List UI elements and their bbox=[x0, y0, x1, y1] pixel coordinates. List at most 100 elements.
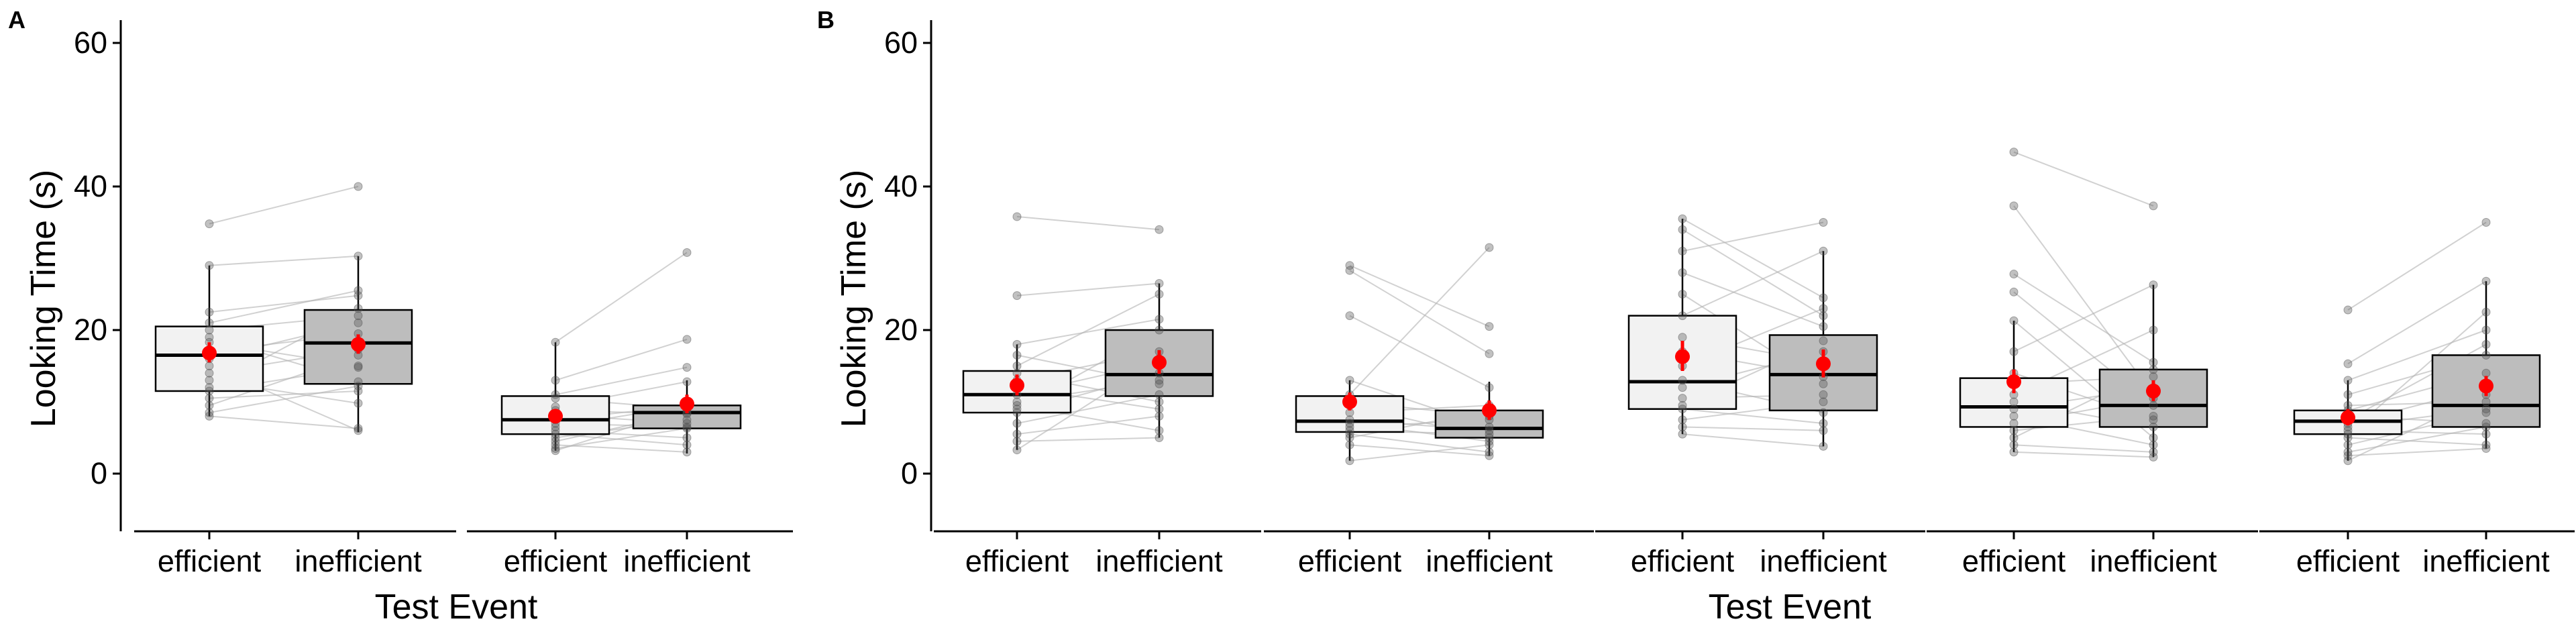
subject-line bbox=[2347, 329, 2487, 381]
data-point bbox=[1155, 290, 1164, 299]
data-point bbox=[1012, 212, 1022, 221]
plot-groups: efficient inefficient efficient inefficient… bbox=[134, 148, 2575, 578]
data-point bbox=[1155, 278, 1164, 288]
data-point bbox=[2343, 376, 2353, 385]
subject-line bbox=[1349, 444, 1490, 462]
data-point bbox=[1485, 422, 1494, 431]
mean-point bbox=[2146, 383, 2161, 398]
data-point bbox=[682, 415, 692, 425]
data-point bbox=[2149, 433, 2158, 442]
subject-line bbox=[2013, 444, 2154, 453]
subject-line bbox=[555, 338, 688, 381]
data-point bbox=[1819, 293, 1828, 303]
y-tick-label: 0 bbox=[91, 456, 107, 490]
mean-point bbox=[1816, 356, 1831, 372]
data-point bbox=[682, 440, 692, 449]
data-point bbox=[354, 381, 363, 390]
data-point bbox=[1678, 333, 1687, 342]
subject-line bbox=[1682, 218, 1824, 299]
data-point bbox=[2149, 422, 2158, 431]
data-point bbox=[1678, 383, 1687, 392]
data-point bbox=[1155, 376, 1164, 385]
data-point bbox=[2481, 405, 2491, 414]
data-point bbox=[1819, 336, 1828, 345]
data-point bbox=[1678, 405, 1687, 414]
x-tick-label: efficient bbox=[2296, 544, 2400, 578]
data-point bbox=[205, 219, 214, 229]
subject-line bbox=[2013, 151, 2154, 207]
x-tick-label: efficient bbox=[158, 544, 262, 578]
data-point bbox=[2481, 325, 2491, 335]
data-point bbox=[1155, 379, 1164, 388]
data-point bbox=[354, 291, 363, 301]
panel-a-y-axis: 0 20 40 60 bbox=[74, 20, 122, 531]
data-point bbox=[551, 376, 560, 385]
subject-line bbox=[1682, 433, 1824, 447]
data-point bbox=[354, 362, 363, 370]
subject-line bbox=[209, 294, 359, 313]
data-point bbox=[2009, 447, 2019, 457]
data-point bbox=[1819, 390, 1828, 399]
data-point bbox=[1012, 291, 1022, 301]
data-point bbox=[682, 363, 692, 372]
data-point bbox=[2149, 415, 2158, 425]
data-point bbox=[2009, 411, 2019, 421]
data-point bbox=[205, 261, 214, 270]
data-point bbox=[2343, 305, 2353, 315]
data-point bbox=[2343, 440, 2353, 449]
data-point bbox=[1345, 433, 1354, 442]
data-point bbox=[1155, 426, 1164, 435]
group-6: efficient inefficient bbox=[1927, 148, 2258, 578]
data-point bbox=[1012, 405, 1022, 414]
data-point bbox=[1819, 304, 1828, 313]
x-tick-label: inefficient bbox=[2422, 544, 2550, 578]
subject-line bbox=[2013, 205, 2154, 395]
data-point bbox=[1485, 437, 1494, 446]
data-point bbox=[2149, 280, 2158, 290]
data-point bbox=[551, 446, 560, 455]
data-point bbox=[2481, 440, 2491, 449]
x-tick-label: inefficient bbox=[1760, 544, 1887, 578]
y-tick-label: 60 bbox=[884, 25, 918, 60]
data-point bbox=[2149, 411, 2158, 421]
data-point bbox=[1819, 419, 1828, 428]
data-point bbox=[2481, 422, 2491, 431]
mean-point bbox=[2006, 374, 2021, 390]
subject-line bbox=[1682, 221, 1824, 252]
data-point bbox=[1155, 405, 1164, 414]
panel-b-y-axis: 0 20 40 60 bbox=[884, 20, 932, 531]
subject-line bbox=[1349, 247, 1490, 395]
data-point bbox=[1155, 433, 1164, 442]
data-point bbox=[1012, 400, 1022, 410]
panel-a-tag: A bbox=[8, 6, 25, 34]
data-point bbox=[2343, 390, 2353, 399]
data-point bbox=[1155, 225, 1164, 234]
mean-point bbox=[202, 345, 217, 361]
data-point bbox=[354, 386, 363, 396]
data-point bbox=[1485, 451, 1494, 460]
data-point bbox=[2009, 148, 2019, 157]
data-point bbox=[2481, 419, 2491, 428]
data-point bbox=[682, 248, 692, 257]
x-tick-label: efficient bbox=[965, 544, 1069, 578]
group-1: efficient inefficient bbox=[134, 182, 456, 578]
subject-line bbox=[1349, 315, 1490, 388]
data-point bbox=[2343, 433, 2353, 442]
x-tick-label: inefficient bbox=[294, 544, 422, 578]
data-point bbox=[2149, 201, 2158, 211]
x-tick-label: efficient bbox=[1298, 544, 1402, 578]
data-point bbox=[354, 398, 363, 408]
subject-line bbox=[2347, 447, 2487, 457]
y-tick-label: 40 bbox=[884, 169, 918, 203]
data-point bbox=[354, 311, 363, 321]
data-point bbox=[354, 252, 363, 261]
data-point bbox=[2149, 440, 2158, 449]
data-point bbox=[551, 394, 560, 403]
data-point bbox=[1678, 214, 1687, 223]
y-tick-label: 20 bbox=[74, 313, 107, 347]
data-point bbox=[1012, 419, 1022, 428]
data-point bbox=[1819, 379, 1828, 388]
subject-line bbox=[1016, 215, 1160, 231]
y-tick-label: 60 bbox=[74, 25, 107, 60]
